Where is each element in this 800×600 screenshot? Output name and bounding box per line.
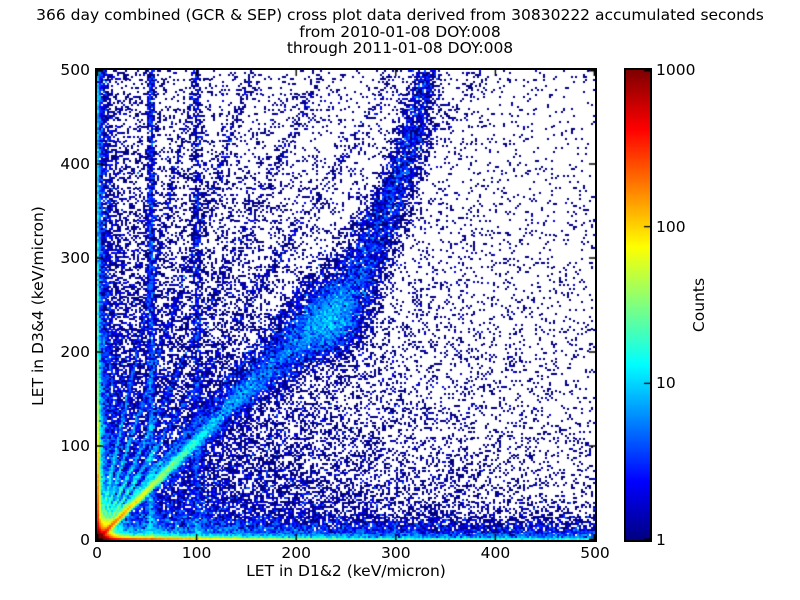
chart-subtitle-from: from 2010-01-08 DOY:008 bbox=[299, 22, 501, 41]
colorbar bbox=[624, 68, 652, 542]
x-tick-label: 0 bbox=[92, 544, 102, 562]
colorbar-tick-label: 1 bbox=[656, 531, 666, 549]
y-tick-label: 200 bbox=[60, 343, 90, 361]
title-block: 366 day combined (GCR & SEP) cross plot … bbox=[0, 7, 800, 57]
y-tick-label: 100 bbox=[60, 437, 90, 455]
colorbar-tick-label: 1000 bbox=[656, 61, 696, 79]
colorbar-gradient-canvas bbox=[626, 70, 650, 540]
y-tick-label: 500 bbox=[60, 61, 90, 79]
x-tick-label: 200 bbox=[281, 544, 311, 562]
colorbar-tick-label: 100 bbox=[656, 217, 686, 236]
x-tick-label: 400 bbox=[480, 544, 511, 562]
scatter-plot-canvas bbox=[97, 70, 595, 540]
colorbar-tick-label: 10 bbox=[656, 374, 676, 393]
y-tick-label: 400 bbox=[60, 155, 90, 173]
x-tick-label: 300 bbox=[381, 544, 411, 562]
colorbar-label: Counts bbox=[690, 277, 708, 333]
chart-subtitle-through: through 2011-01-08 DOY:008 bbox=[286, 39, 514, 57]
x-axis-label: LET in D1&2 (keV/micron) bbox=[246, 562, 446, 580]
y-axis-label: LET in D3&4 (keV/micron) bbox=[29, 206, 47, 406]
y-tick-label: 300 bbox=[60, 249, 90, 267]
x-tick-label: 100 bbox=[181, 544, 212, 562]
chart-title: 366 day combined (GCR & SEP) cross plot … bbox=[36, 6, 764, 24]
x-tick-label: 500 bbox=[580, 544, 610, 562]
plot-area bbox=[95, 68, 597, 542]
y-tick-label: 0 bbox=[80, 531, 90, 549]
